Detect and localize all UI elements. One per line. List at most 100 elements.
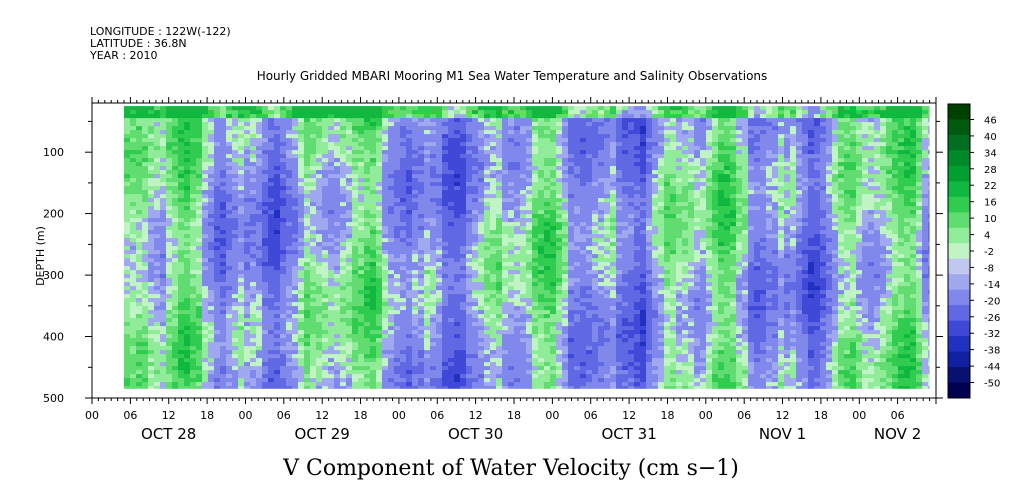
heatmap-cell: [226, 210, 233, 215]
heatmap-cell: [322, 290, 329, 295]
heatmap-cell: [196, 190, 203, 195]
heatmap-cell: [466, 126, 473, 131]
heatmap-cell: [430, 202, 437, 207]
heatmap-cell: [520, 166, 527, 171]
heatmap-cell: [346, 386, 353, 389]
heatmap-cell: [430, 378, 437, 383]
heatmap-cell: [382, 242, 389, 247]
heatmap-cell: [328, 234, 335, 239]
heatmap-cell: [424, 298, 431, 303]
heatmap-cell: [244, 378, 251, 383]
heatmap-cell: [484, 290, 491, 295]
heatmap-cell: [250, 282, 257, 287]
heatmap-cell: [310, 290, 317, 295]
heatmap-cell: [220, 326, 227, 331]
heatmap-cell: [376, 258, 383, 263]
heatmap-cell: [142, 310, 149, 315]
heatmap-cell: [328, 214, 335, 219]
heatmap-cell: [520, 214, 527, 219]
heatmap-cell: [154, 166, 161, 171]
heatmap-cell: [154, 266, 161, 271]
heatmap-cell: [160, 362, 167, 367]
heatmap-cell: [370, 326, 377, 331]
heatmap-cell: [364, 150, 371, 155]
heatmap-cell: [310, 122, 317, 127]
heatmap-cell: [244, 286, 251, 291]
heatmap-cell: [256, 330, 263, 335]
heatmap-cell: [442, 182, 449, 187]
heatmap-cell: [292, 374, 299, 379]
heatmap-cell: [214, 282, 221, 287]
heatmap-cell: [220, 258, 227, 263]
heatmap-cell: [178, 270, 185, 275]
heatmap-cell: [382, 158, 389, 163]
heatmap-cell: [388, 222, 395, 227]
heatmap-cell: [298, 286, 305, 291]
heatmap-cell: [262, 226, 269, 231]
heatmap-cell: [388, 246, 395, 251]
heatmap-cell: [520, 178, 527, 183]
heatmap-cell: [316, 182, 323, 187]
heatmap-cell: [238, 218, 245, 223]
heatmap-cell: [154, 158, 161, 163]
heatmap-cell: [388, 194, 395, 199]
heatmap-cell: [238, 250, 245, 255]
heatmap-cell: [508, 154, 515, 159]
heatmap-cell: [280, 322, 287, 327]
heatmap-cell: [532, 194, 539, 199]
heatmap-cell: [202, 350, 209, 355]
heatmap-cell: [370, 178, 377, 183]
heatmap-cell: [472, 198, 479, 203]
heatmap-cell: [316, 110, 323, 115]
heatmap-cell: [418, 330, 425, 335]
heatmap-cell: [256, 342, 263, 347]
heatmap-cell: [508, 378, 515, 383]
heatmap-cell: [124, 318, 131, 323]
heatmap-cell: [454, 278, 461, 283]
heatmap-cell: [280, 338, 287, 343]
heatmap-cell: [340, 254, 347, 259]
heatmap-cell: [256, 362, 263, 367]
heatmap-cell: [484, 322, 491, 327]
heatmap-cell: [430, 250, 437, 255]
heatmap-cell: [538, 354, 545, 359]
heatmap-cell: [274, 354, 281, 359]
heatmap-cell: [130, 362, 137, 367]
heatmap-cell: [532, 278, 539, 283]
heatmap-cell: [166, 366, 173, 371]
heatmap-cell: [298, 130, 305, 135]
heatmap-cell: [400, 358, 407, 363]
heatmap-cell: [130, 358, 137, 363]
heatmap-cell: [310, 150, 317, 155]
heatmap-cell: [448, 174, 455, 179]
heatmap-cell: [508, 134, 515, 139]
heatmap-cell: [142, 306, 149, 311]
heatmap-cell: [460, 378, 467, 383]
heatmap-cell: [418, 242, 425, 247]
heatmap-cell: [448, 202, 455, 207]
heatmap-cell: [214, 366, 221, 371]
heatmap-cell: [424, 190, 431, 195]
heatmap-cell: [538, 158, 545, 163]
heatmap-cell: [136, 146, 143, 151]
heatmap-cell: [226, 310, 233, 315]
heatmap-cell: [274, 274, 281, 279]
heatmap-cell: [382, 114, 389, 119]
heatmap-cell: [292, 158, 299, 163]
heatmap-cell: [292, 302, 299, 307]
heatmap-cell: [244, 190, 251, 195]
heatmap-cell: [508, 266, 515, 271]
heatmap-cell: [124, 282, 131, 287]
heatmap-cell: [214, 154, 221, 159]
heatmap-cell: [172, 242, 179, 247]
heatmap-cell: [532, 326, 539, 331]
heatmap-cell: [220, 194, 227, 199]
heatmap-cell: [286, 362, 293, 367]
heatmap-cell: [412, 278, 419, 283]
heatmap-cell: [352, 310, 359, 315]
heatmap-cell: [196, 342, 203, 347]
heatmap-cell: [124, 142, 131, 147]
heatmap-cell: [442, 358, 449, 363]
heatmap-cell: [130, 326, 137, 331]
heatmap-cell: [208, 294, 215, 299]
